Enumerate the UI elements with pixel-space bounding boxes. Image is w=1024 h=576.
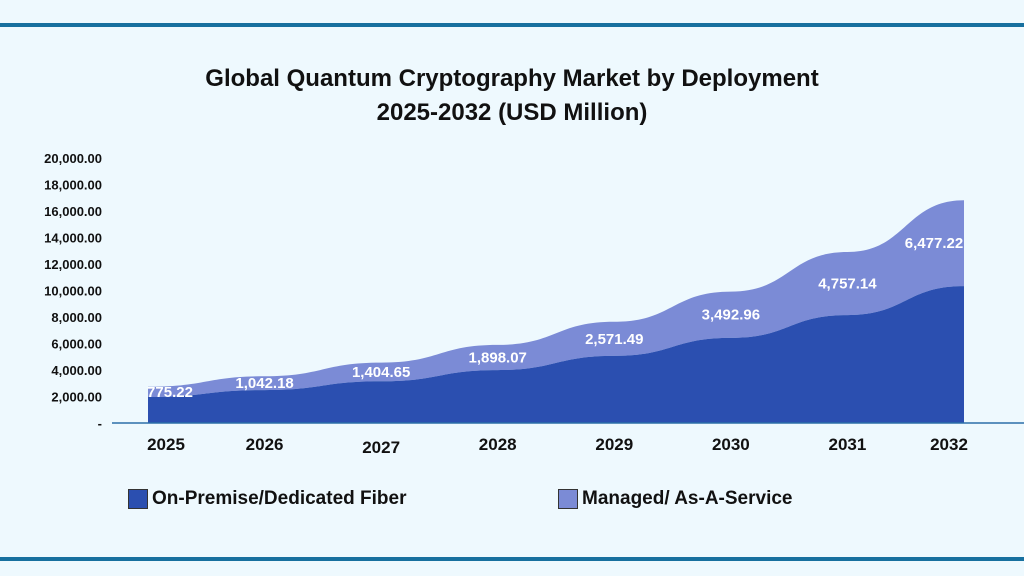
data-label: 6,477.22 — [905, 235, 963, 252]
legend-item-on-premise: On-Premise/Dedicated Fiber — [128, 488, 406, 510]
legend-swatch-on-premise — [128, 489, 148, 509]
legend-label-managed: Managed/ As-A-Service — [582, 488, 793, 509]
y-tick-label: 12,000.00 — [44, 257, 102, 272]
data-label: 775.22 — [147, 384, 193, 401]
x-tick-label: 2028 — [479, 435, 517, 454]
y-tick-label: 20,000.00 — [44, 151, 102, 166]
x-tick-label: 2025 — [147, 435, 185, 454]
y-tick-label: 8,000.00 — [51, 310, 102, 325]
area-series-on-premise — [148, 286, 964, 423]
y-tick-label: 16,000.00 — [44, 204, 102, 219]
y-tick-label: 10,000.00 — [44, 284, 102, 299]
data-label: 2,571.49 — [585, 331, 643, 348]
chart-subtitle: 2025-2032 (USD Million) — [376, 99, 648, 126]
legend-swatch-managed — [558, 489, 578, 509]
y-tick-label: - — [98, 416, 102, 431]
legend-item-managed: Managed/ As-A-Service — [558, 488, 792, 510]
x-tick-label: 2029 — [595, 435, 633, 454]
y-tick-label: 14,000.00 — [44, 231, 102, 246]
data-label: 3,492.96 — [702, 307, 760, 324]
x-tick-label: 2030 — [712, 435, 750, 454]
y-tick-label: 2,000.00 — [51, 390, 102, 405]
data-label: 1,404.65 — [352, 364, 410, 381]
x-tick-label: 2026 — [246, 435, 284, 454]
legend-label-on-premise: On-Premise/Dedicated Fiber — [152, 488, 407, 509]
y-tick-label: 4,000.00 — [51, 363, 102, 378]
top-rule — [0, 23, 1024, 27]
bottom-rule — [0, 557, 1024, 561]
y-tick-label: 18,000.00 — [44, 178, 102, 193]
x-tick-label: 2027 — [362, 438, 400, 457]
chart-title: Global Quantum Cryptography Market by De… — [0, 62, 1024, 130]
chart-title-main: Global Quantum Cryptography Market by De… — [205, 65, 819, 92]
data-label: 1,042.18 — [235, 375, 293, 392]
x-tick-label: 2032 — [930, 435, 968, 454]
data-label: 4,757.14 — [818, 276, 877, 293]
y-tick-label: 6,000.00 — [51, 337, 102, 352]
area-series-managed — [148, 200, 964, 398]
data-label: 1,898.07 — [469, 349, 527, 366]
x-tick-label: 2031 — [829, 435, 867, 454]
